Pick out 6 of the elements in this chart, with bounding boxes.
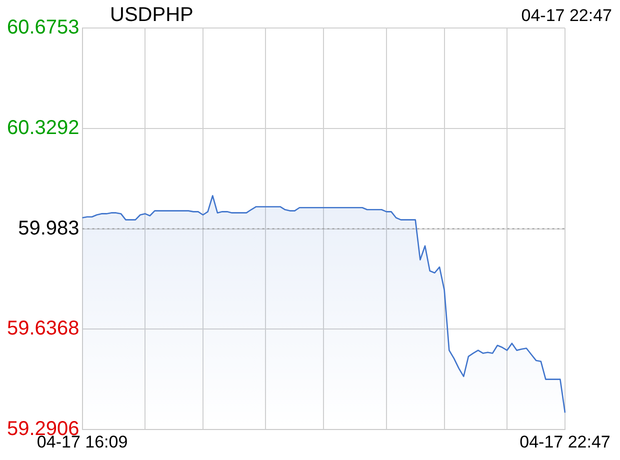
text: 04-17 22:47 (521, 6, 612, 26)
chart-title: USDPHP (110, 4, 194, 27)
y-tick-label: 59.6368 (7, 318, 80, 340)
y-tick-label: 60.3292 (7, 116, 80, 139)
y-tick-label: 60.6753 (7, 16, 80, 39)
y-tick-label: 59.983 (18, 217, 80, 240)
